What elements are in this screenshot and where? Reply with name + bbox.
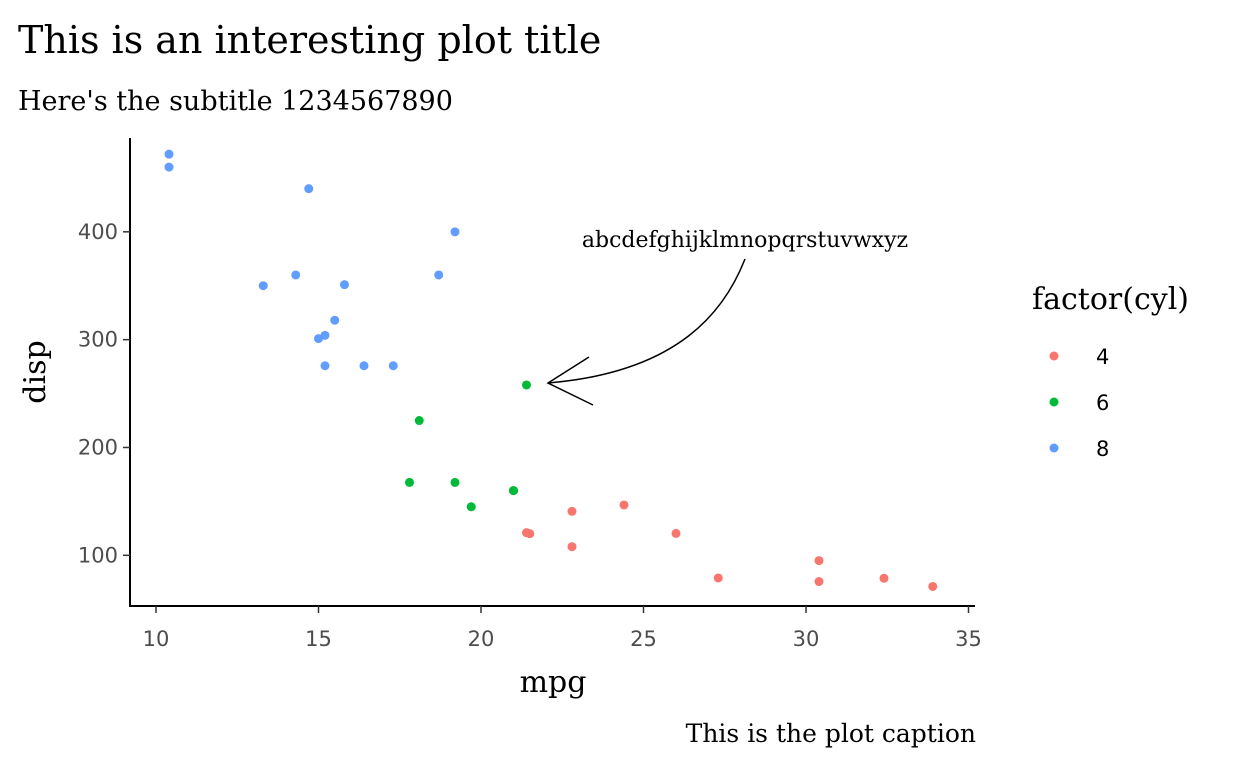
data-point-cyl-8 (304, 184, 314, 194)
data-point-cyl-8 (258, 281, 268, 291)
legend-key-8 (1049, 443, 1059, 453)
data-point-cyl-4 (814, 577, 824, 587)
data-point-cyl-8 (164, 149, 174, 159)
data-point-cyl-6 (450, 477, 460, 487)
chart-caption: This is the plot caption (686, 719, 976, 748)
legend-items: 4 6 8 (1049, 345, 1109, 461)
data-point-cyl-6 (522, 380, 531, 390)
chart-subtitle: Here's the subtitle 1234567890 (18, 86, 453, 117)
legend-label-8: 8 (1096, 437, 1109, 461)
annotation-arrow (547, 258, 746, 384)
y-tick-label: 200 (78, 435, 118, 459)
data-point-cyl-4 (713, 573, 723, 583)
data-point-cyl-8 (314, 334, 323, 344)
data-point-cyl-4 (522, 528, 531, 538)
y-tick-label: 400 (78, 220, 118, 244)
data-point-cyl-8 (388, 361, 398, 371)
data-points (164, 149, 938, 591)
annotation-text: abcdefghijklmnopqrstuvwxyz (582, 228, 908, 253)
x-tick-label: 30 (793, 627, 820, 651)
y-tick-label: 100 (78, 543, 118, 567)
chart-title: This is an interesting plot title (18, 18, 601, 62)
x-axis-title: mpg (520, 665, 587, 700)
data-point-cyl-8 (359, 361, 369, 371)
x-tick-label: 25 (630, 627, 657, 651)
annotation: abcdefghijklmnopqrstuvwxyz (546, 228, 908, 406)
data-point-cyl-8 (450, 227, 460, 237)
data-point-cyl-4 (814, 556, 824, 566)
x-tick-label: 10 (143, 627, 170, 651)
data-point-cyl-6 (414, 416, 424, 426)
plot-area: 10 15 20 25 30 35 100 200 300 400 (78, 138, 982, 651)
legend: factor(cyl) 4 6 8 (1032, 282, 1189, 461)
data-point-cyl-8 (291, 270, 301, 280)
x-tick-label: 35 (955, 627, 982, 651)
data-point-cyl-4 (619, 500, 629, 510)
data-point-cyl-8 (164, 162, 174, 172)
legend-label-6: 6 (1096, 391, 1109, 415)
x-tick-label: 15 (305, 627, 332, 651)
data-point-cyl-6 (466, 502, 476, 512)
data-point-cyl-6 (509, 486, 518, 496)
data-point-cyl-8 (330, 315, 340, 325)
data-point-cyl-8 (434, 270, 444, 280)
y-ticks: 100 200 300 400 (78, 220, 130, 567)
data-point-cyl-4 (671, 528, 681, 538)
annotation-arrowhead (546, 356, 594, 406)
y-tick-label: 300 (78, 328, 118, 352)
x-ticks: 10 15 20 25 30 35 (143, 606, 982, 651)
legend-key-4 (1049, 351, 1059, 361)
data-point-cyl-8 (340, 280, 349, 290)
data-point-cyl-8 (320, 361, 330, 371)
data-point-cyl-4 (567, 542, 577, 552)
data-point-cyl-6 (405, 477, 414, 487)
data-point-cyl-4 (879, 573, 889, 583)
legend-label-4: 4 (1096, 345, 1109, 369)
data-point-cyl-4 (567, 506, 577, 516)
legend-key-6 (1049, 397, 1059, 407)
y-axis-title: disp (18, 340, 53, 403)
legend-title: factor(cyl) (1032, 282, 1189, 317)
data-point-cyl-4 (928, 581, 938, 591)
x-tick-label: 20 (468, 627, 495, 651)
